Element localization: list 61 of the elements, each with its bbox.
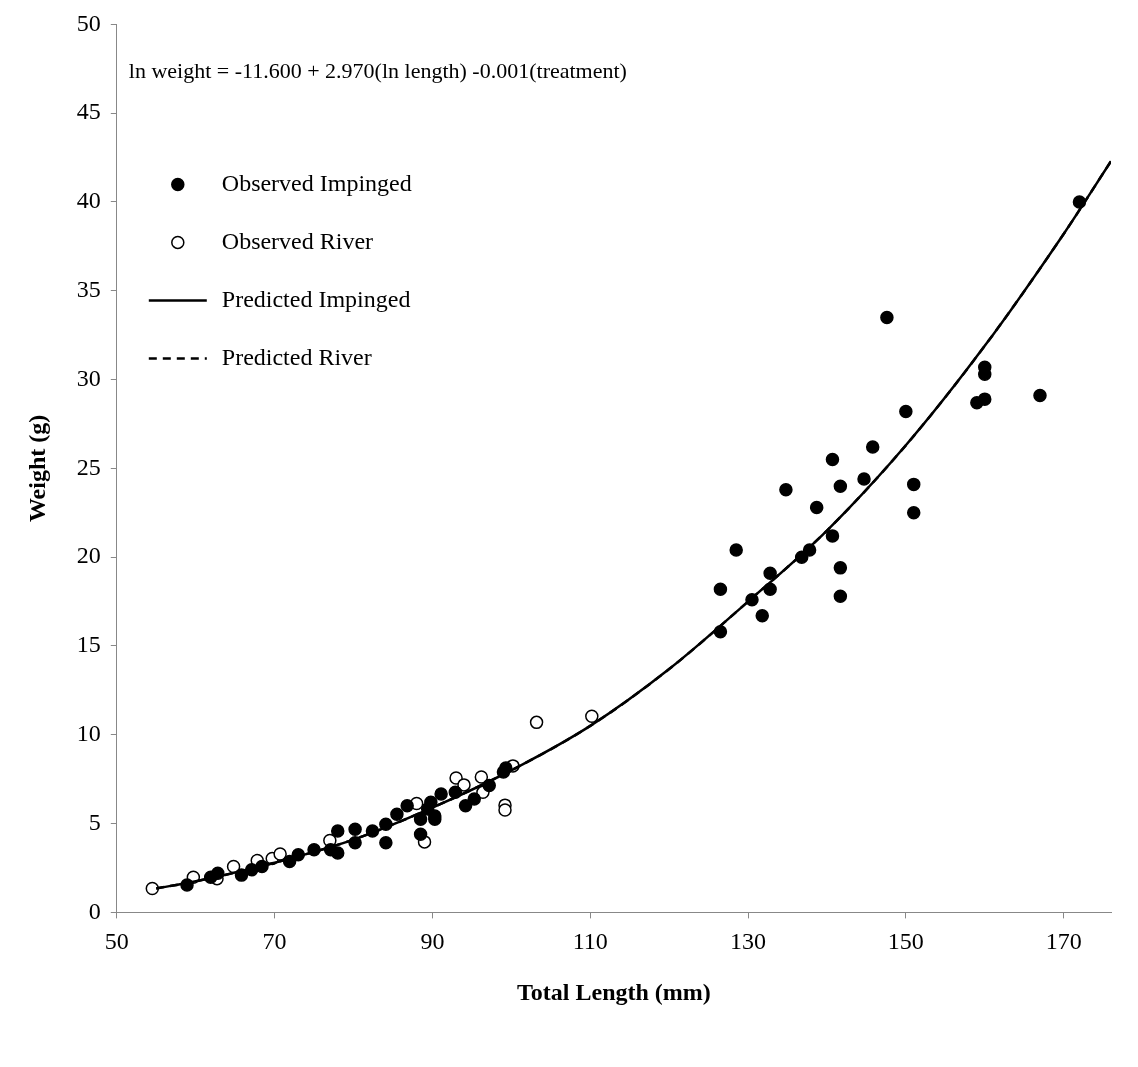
point [449,771,463,785]
y-tick-label: 50 [76,9,101,36]
point [379,836,393,850]
y-tick-label: 40 [76,187,101,214]
x-tick-label: 150 [887,928,924,955]
point [825,529,840,543]
legend-label: Observed River [221,227,374,254]
point [529,715,544,730]
annotation: ln weight = -11.600 + 2.970(ln length) -0.001(treatment) [128,58,627,84]
point [413,827,428,842]
legend-label: Predicted River [221,343,372,370]
point [400,799,414,813]
point [763,566,777,580]
point [833,479,848,493]
point [779,482,793,497]
x-tick-label: 170 [1045,928,1082,955]
legend-label: Observed Impinged [221,169,412,196]
point [467,792,481,806]
point [348,822,362,837]
point [330,824,345,838]
point [434,787,448,801]
y-tick-label: 5 [88,808,101,835]
point [833,561,848,575]
y-tick-label: 15 [76,631,101,658]
point [809,500,824,515]
point [498,803,512,817]
point [273,847,287,861]
x-tick-label: 70 [262,928,287,955]
point [458,799,473,813]
legend-label: Predicted Impinged [221,285,411,312]
point [713,582,728,596]
x-tick-label: 130 [730,928,767,955]
point [145,881,160,896]
y-tick-label: 10 [76,720,101,747]
point [474,770,489,784]
x-axis-title: Total Length (mm) [517,978,711,1005]
y-tick-label: 25 [76,453,101,480]
point [457,778,471,792]
point [755,609,769,623]
point [880,310,894,325]
point [899,404,913,419]
y-tick-label: 30 [76,364,101,391]
point [857,472,871,486]
point [978,392,992,406]
point [585,709,599,724]
point [865,440,880,454]
y-tick-label: 35 [76,276,101,303]
y-axis-title: Weight (g) [23,414,50,523]
point [729,543,743,557]
point [906,477,921,492]
point [390,807,404,821]
point [330,846,345,860]
y-tick-label: 0 [88,897,101,924]
y-tick-label: 20 [76,542,101,569]
point [1033,388,1047,403]
point [833,589,848,604]
x-tick-label: 110 [572,928,608,955]
x-tick-label: 90 [420,928,445,955]
point [906,506,921,520]
point [825,452,840,467]
y-tick-label: 45 [76,98,101,125]
